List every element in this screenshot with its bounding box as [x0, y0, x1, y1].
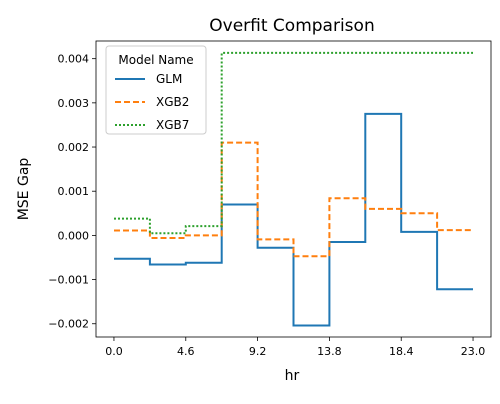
x-tick-label: 23.0 [461, 345, 486, 358]
legend-label-xgb7: XGB7 [156, 118, 189, 132]
legend-frame [105, 45, 207, 135]
x-tick-label: 0.0 [105, 345, 123, 358]
y-tick-label: 0.002 [58, 141, 90, 154]
y-tick-label: −0.001 [48, 274, 89, 287]
legend-label-glm: GLM [156, 72, 182, 86]
chart-title: Overfit Comparison [209, 16, 374, 36]
x-tick-label: 18.4 [389, 345, 414, 358]
legend-title: Model Name [118, 53, 193, 67]
y-axis-label: MSE Gap [16, 158, 32, 221]
x-axis-ticks: 0.0 4.6 9.2 13.8 18.4 23.0 [105, 337, 485, 358]
y-tick-label: 0.004 [58, 53, 90, 66]
x-tick-label: 13.8 [317, 345, 342, 358]
legend-entries: GLM XGB2 XGB7 [115, 72, 189, 132]
x-axis-label: hr [285, 368, 300, 384]
y-tick-label: 0.001 [58, 185, 90, 198]
y-tick-label: −0.002 [48, 318, 89, 331]
y-tick-label: 0.000 [58, 229, 90, 242]
y-tick-label: 0.003 [58, 97, 90, 110]
series-line-glm [114, 112, 473, 327]
y-axis-ticks: −0.002 −0.001 0.000 0.001 0.002 0.003 0.004 [48, 53, 96, 331]
x-tick-label: 9.2 [249, 345, 267, 358]
plot-frame [95, 40, 492, 338]
series-line-xgb2 [114, 141, 473, 258]
series-line-xgb7 [114, 51, 473, 235]
plot-area [114, 51, 473, 327]
legend-label-xgb2: XGB2 [156, 95, 189, 109]
x-tick-label: 4.6 [177, 345, 195, 358]
legend: Model Name GLM XGB2 XGB7 [105, 45, 207, 135]
